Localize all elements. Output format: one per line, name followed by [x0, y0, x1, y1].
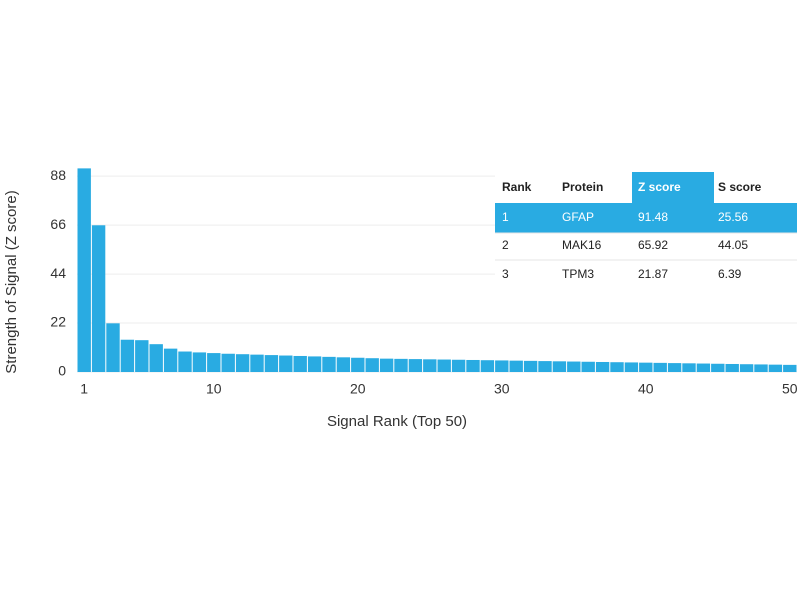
y-tick-label: 22 [50, 314, 66, 330]
bar [567, 361, 581, 372]
bar [523, 360, 538, 372]
table-cell: 91.48 [638, 210, 668, 224]
bar [135, 340, 149, 372]
bar [408, 359, 423, 372]
bar [682, 363, 696, 372]
x-tick-label: 40 [638, 381, 654, 397]
bar [624, 362, 639, 372]
bar [322, 356, 336, 372]
bar [221, 353, 235, 372]
x-tick-label: 1 [80, 381, 88, 397]
bar [91, 225, 106, 372]
table-cell: MAK16 [562, 238, 602, 252]
y-tick-label: 88 [50, 167, 66, 183]
bar [509, 360, 523, 372]
bar [423, 359, 437, 372]
table-cell: GFAP [562, 210, 594, 224]
x-tick-label: 20 [350, 381, 366, 397]
table-cell: 1 [502, 210, 509, 224]
bar [768, 364, 783, 372]
bar [307, 356, 322, 372]
y-tick-label: 44 [50, 265, 66, 281]
bar [279, 355, 293, 372]
table-header: S score [718, 180, 762, 194]
x-axis-title: Signal Rank (Top 50) [327, 413, 467, 430]
table-header: Rank [502, 180, 532, 194]
bar [696, 363, 711, 372]
table-cell: 21.87 [638, 267, 668, 281]
bar [552, 361, 567, 372]
bar [610, 362, 624, 372]
bar [379, 358, 394, 372]
bar [451, 359, 466, 372]
y-tick-label: 0 [58, 363, 66, 379]
bar [739, 364, 754, 372]
bar [495, 360, 509, 372]
bar [293, 355, 307, 372]
x-tick-label: 10 [206, 381, 222, 397]
table-cell: 6.39 [718, 267, 742, 281]
bar [754, 364, 768, 372]
bar [595, 361, 610, 372]
bar [538, 361, 552, 372]
bar [250, 354, 264, 372]
bar [639, 362, 653, 372]
bar [351, 357, 365, 372]
bar [207, 353, 221, 372]
x-tick-label: 30 [494, 381, 510, 397]
bar [336, 357, 351, 372]
table-cell: 2 [502, 238, 509, 252]
bar [711, 363, 725, 372]
bar [192, 352, 207, 372]
table-header: Z score [638, 180, 681, 194]
table-cell: 3 [502, 267, 509, 281]
bar [77, 168, 91, 372]
table-cell: 44.05 [718, 238, 748, 252]
bar [235, 354, 250, 372]
y-axis-title: Strength of Signal (Z score) [3, 190, 20, 373]
y-tick-label: 66 [50, 216, 66, 232]
bar [149, 344, 163, 372]
bar [178, 351, 192, 372]
row-highlight [495, 203, 797, 233]
bar [653, 362, 667, 372]
bar [466, 359, 480, 372]
table-cell: 25.56 [718, 210, 748, 224]
table-cell: TPM3 [562, 267, 594, 281]
header-highlight [632, 172, 714, 203]
bar [437, 359, 451, 372]
bar [480, 360, 495, 372]
bar [783, 364, 797, 372]
bar [264, 355, 279, 372]
table-cell: 65.92 [638, 238, 668, 252]
bar [581, 361, 595, 372]
bar [106, 323, 120, 372]
x-tick-label: 50 [782, 381, 798, 397]
bar [725, 363, 739, 372]
bar [163, 348, 178, 372]
bar [120, 339, 135, 372]
bar [667, 363, 682, 372]
table-header: Protein [562, 180, 603, 194]
bar [394, 358, 408, 372]
bar [365, 358, 379, 372]
